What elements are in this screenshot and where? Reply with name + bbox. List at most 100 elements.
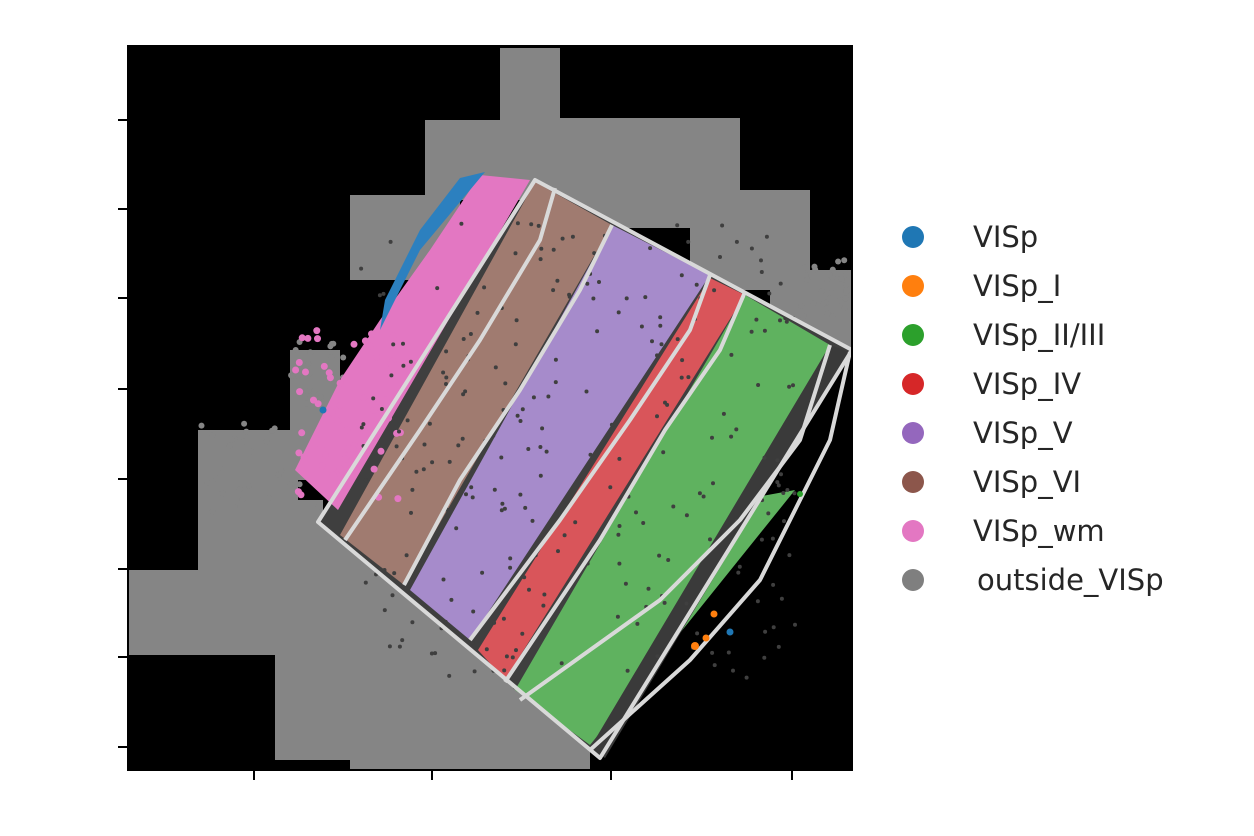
outside-visp-dot (824, 276, 831, 283)
visp-wm-dot (370, 465, 378, 473)
outside-visp-dot (843, 281, 850, 288)
speckle-dot (404, 553, 409, 558)
speckle-dot (737, 564, 742, 569)
speckle-dot (697, 491, 702, 496)
speckle-dot (454, 526, 459, 531)
speckle-dot (461, 392, 466, 397)
speckle-dot (394, 444, 399, 449)
speckle-dot (791, 383, 795, 388)
speckle-dot (421, 467, 426, 472)
speckle-dot (409, 510, 413, 515)
speckle-dot (515, 413, 520, 418)
outside-visp-dot (829, 266, 836, 273)
speckle-dot (553, 380, 558, 385)
speckle-dot (468, 332, 473, 336)
visp-wm-dot (313, 327, 321, 335)
speckle-dot (363, 580, 368, 585)
speckle-dot (567, 294, 572, 299)
speckle-dot (680, 358, 685, 363)
speckle-dot (371, 396, 376, 401)
outside-visp-dot (226, 442, 233, 449)
speckle-dot (443, 619, 448, 624)
outside-visp-dot (228, 436, 235, 443)
visp-wm-dot (298, 429, 306, 437)
visp-wm-dot (346, 478, 354, 486)
visp-wm-dot (394, 495, 402, 503)
speckle-dot (711, 481, 715, 486)
speckle-dot (793, 622, 797, 627)
band-visp-i-dark (590, 345, 850, 758)
speckle-dot (429, 651, 434, 656)
speckle-dot (542, 592, 547, 597)
speckle-dot (779, 596, 784, 601)
speckle-dot (446, 327, 451, 331)
speckle-dot (764, 234, 769, 239)
visp-wm-dot (368, 330, 375, 338)
speckle-dot (469, 485, 474, 490)
legend-entry: VISp_IV (902, 367, 1081, 401)
outside-visp-dot (800, 313, 807, 320)
speckle-dot (544, 449, 549, 454)
legend-entry: VISp_II/III (902, 318, 1105, 352)
visp-wm-dot (334, 417, 342, 425)
speckle-dot (492, 487, 497, 492)
speckle-dot (427, 421, 432, 426)
speckle-dot (538, 445, 543, 449)
speckle-dot (536, 223, 541, 228)
outside-visp-dot (836, 297, 843, 304)
speckle-dot (359, 425, 364, 430)
speckle-dot (515, 221, 520, 226)
legend-marker (902, 324, 924, 346)
visp-wm-dot (322, 451, 329, 459)
speckle-dot (591, 296, 596, 301)
legend-label: VISp_IV (973, 367, 1081, 401)
visp-wm-dot (294, 488, 302, 496)
legend-marker (902, 471, 924, 493)
outside-visp-dot (841, 257, 848, 264)
speckle-dot (502, 506, 507, 511)
speckle-dot (559, 661, 564, 666)
outside-visp-dot (801, 264, 808, 271)
speckle-dot (763, 629, 768, 634)
outside-visp-dot (209, 508, 216, 515)
visp-wm-dot (341, 455, 349, 463)
speckle-dot (776, 644, 781, 649)
speckle-dot (775, 480, 780, 485)
speckle-dot (729, 352, 734, 357)
outside-visp-dot (843, 288, 850, 295)
outside-visp-dot (311, 387, 318, 394)
speckle-dot (551, 288, 556, 293)
speckle-dot (480, 570, 485, 575)
speckle-dot (771, 582, 776, 587)
visp-wm-dot (366, 342, 374, 350)
visp-wm-dot (329, 471, 337, 479)
visp-wm-dot (317, 444, 325, 452)
speckle-dot (617, 456, 622, 461)
speckle-dot (520, 631, 525, 636)
visp-point (319, 406, 327, 414)
speckle-dot (493, 365, 498, 370)
speckle-dot (444, 375, 449, 380)
speckle-dot (710, 650, 715, 655)
speckle-dot (595, 329, 600, 334)
visp-wm-dot (328, 409, 336, 417)
outside-visp-dot (798, 303, 805, 310)
speckle-dot (720, 223, 725, 228)
visp-wm-dot (336, 379, 344, 387)
visp-wm-dot (304, 334, 312, 342)
speckle-dot (749, 329, 754, 334)
outside-visp-dot (296, 481, 303, 488)
speckle-dot (708, 537, 712, 542)
speckle-dot (464, 492, 468, 497)
legend-entry: VISp_V (902, 416, 1073, 450)
speckle-dot (778, 281, 783, 286)
speckle-dot (648, 246, 653, 251)
speckle-dot (390, 593, 395, 598)
speckle-dot (410, 487, 415, 492)
speckle-dot (553, 357, 558, 362)
speckle-dot (736, 570, 741, 575)
speckle-dot (718, 255, 722, 259)
boundary-vi-v (402, 224, 614, 586)
band-visp-wm (295, 175, 530, 510)
legend-entry: VISp_VI (902, 465, 1081, 499)
